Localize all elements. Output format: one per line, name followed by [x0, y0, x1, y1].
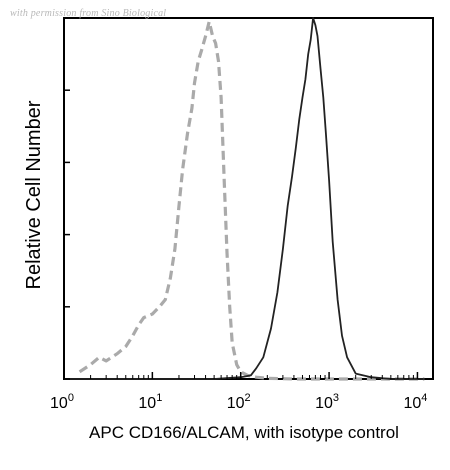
x-tick-label: 103 — [315, 392, 339, 412]
x-tick-label: 102 — [227, 392, 251, 412]
x-tick-exponent: 4 — [421, 392, 427, 404]
x-tick-base: 10 — [50, 395, 68, 412]
watermark-text: with permission from Sino Biological — [10, 8, 167, 19]
y-axis-label: Relative Cell Number — [23, 100, 45, 289]
cd166-alcam-curve — [64, 17, 425, 380]
isotype-control-curve — [78, 20, 425, 381]
axes — [63, 17, 434, 380]
series-layer — [64, 17, 425, 381]
x-tick-base: 10 — [227, 395, 245, 412]
x-tick-label: 100 — [50, 392, 74, 412]
x-tick-base: 10 — [315, 395, 333, 412]
x-axis-label: APC CD166/ALCAM, with isotype control — [89, 423, 399, 442]
plot-frame — [63, 17, 434, 380]
x-tick-base: 10 — [138, 395, 156, 412]
x-tick-label: 104 — [403, 392, 427, 412]
x-tick-exponent: 1 — [156, 392, 162, 404]
x-tick-exponent: 3 — [333, 392, 339, 404]
x-tick-label: 101 — [138, 392, 162, 412]
tick-layer: 100 101 102 103 104 — [50, 17, 427, 412]
x-tick-exponent: 2 — [245, 392, 251, 404]
x-tick-exponent: 0 — [68, 392, 74, 404]
x-tick-base: 10 — [403, 395, 421, 412]
